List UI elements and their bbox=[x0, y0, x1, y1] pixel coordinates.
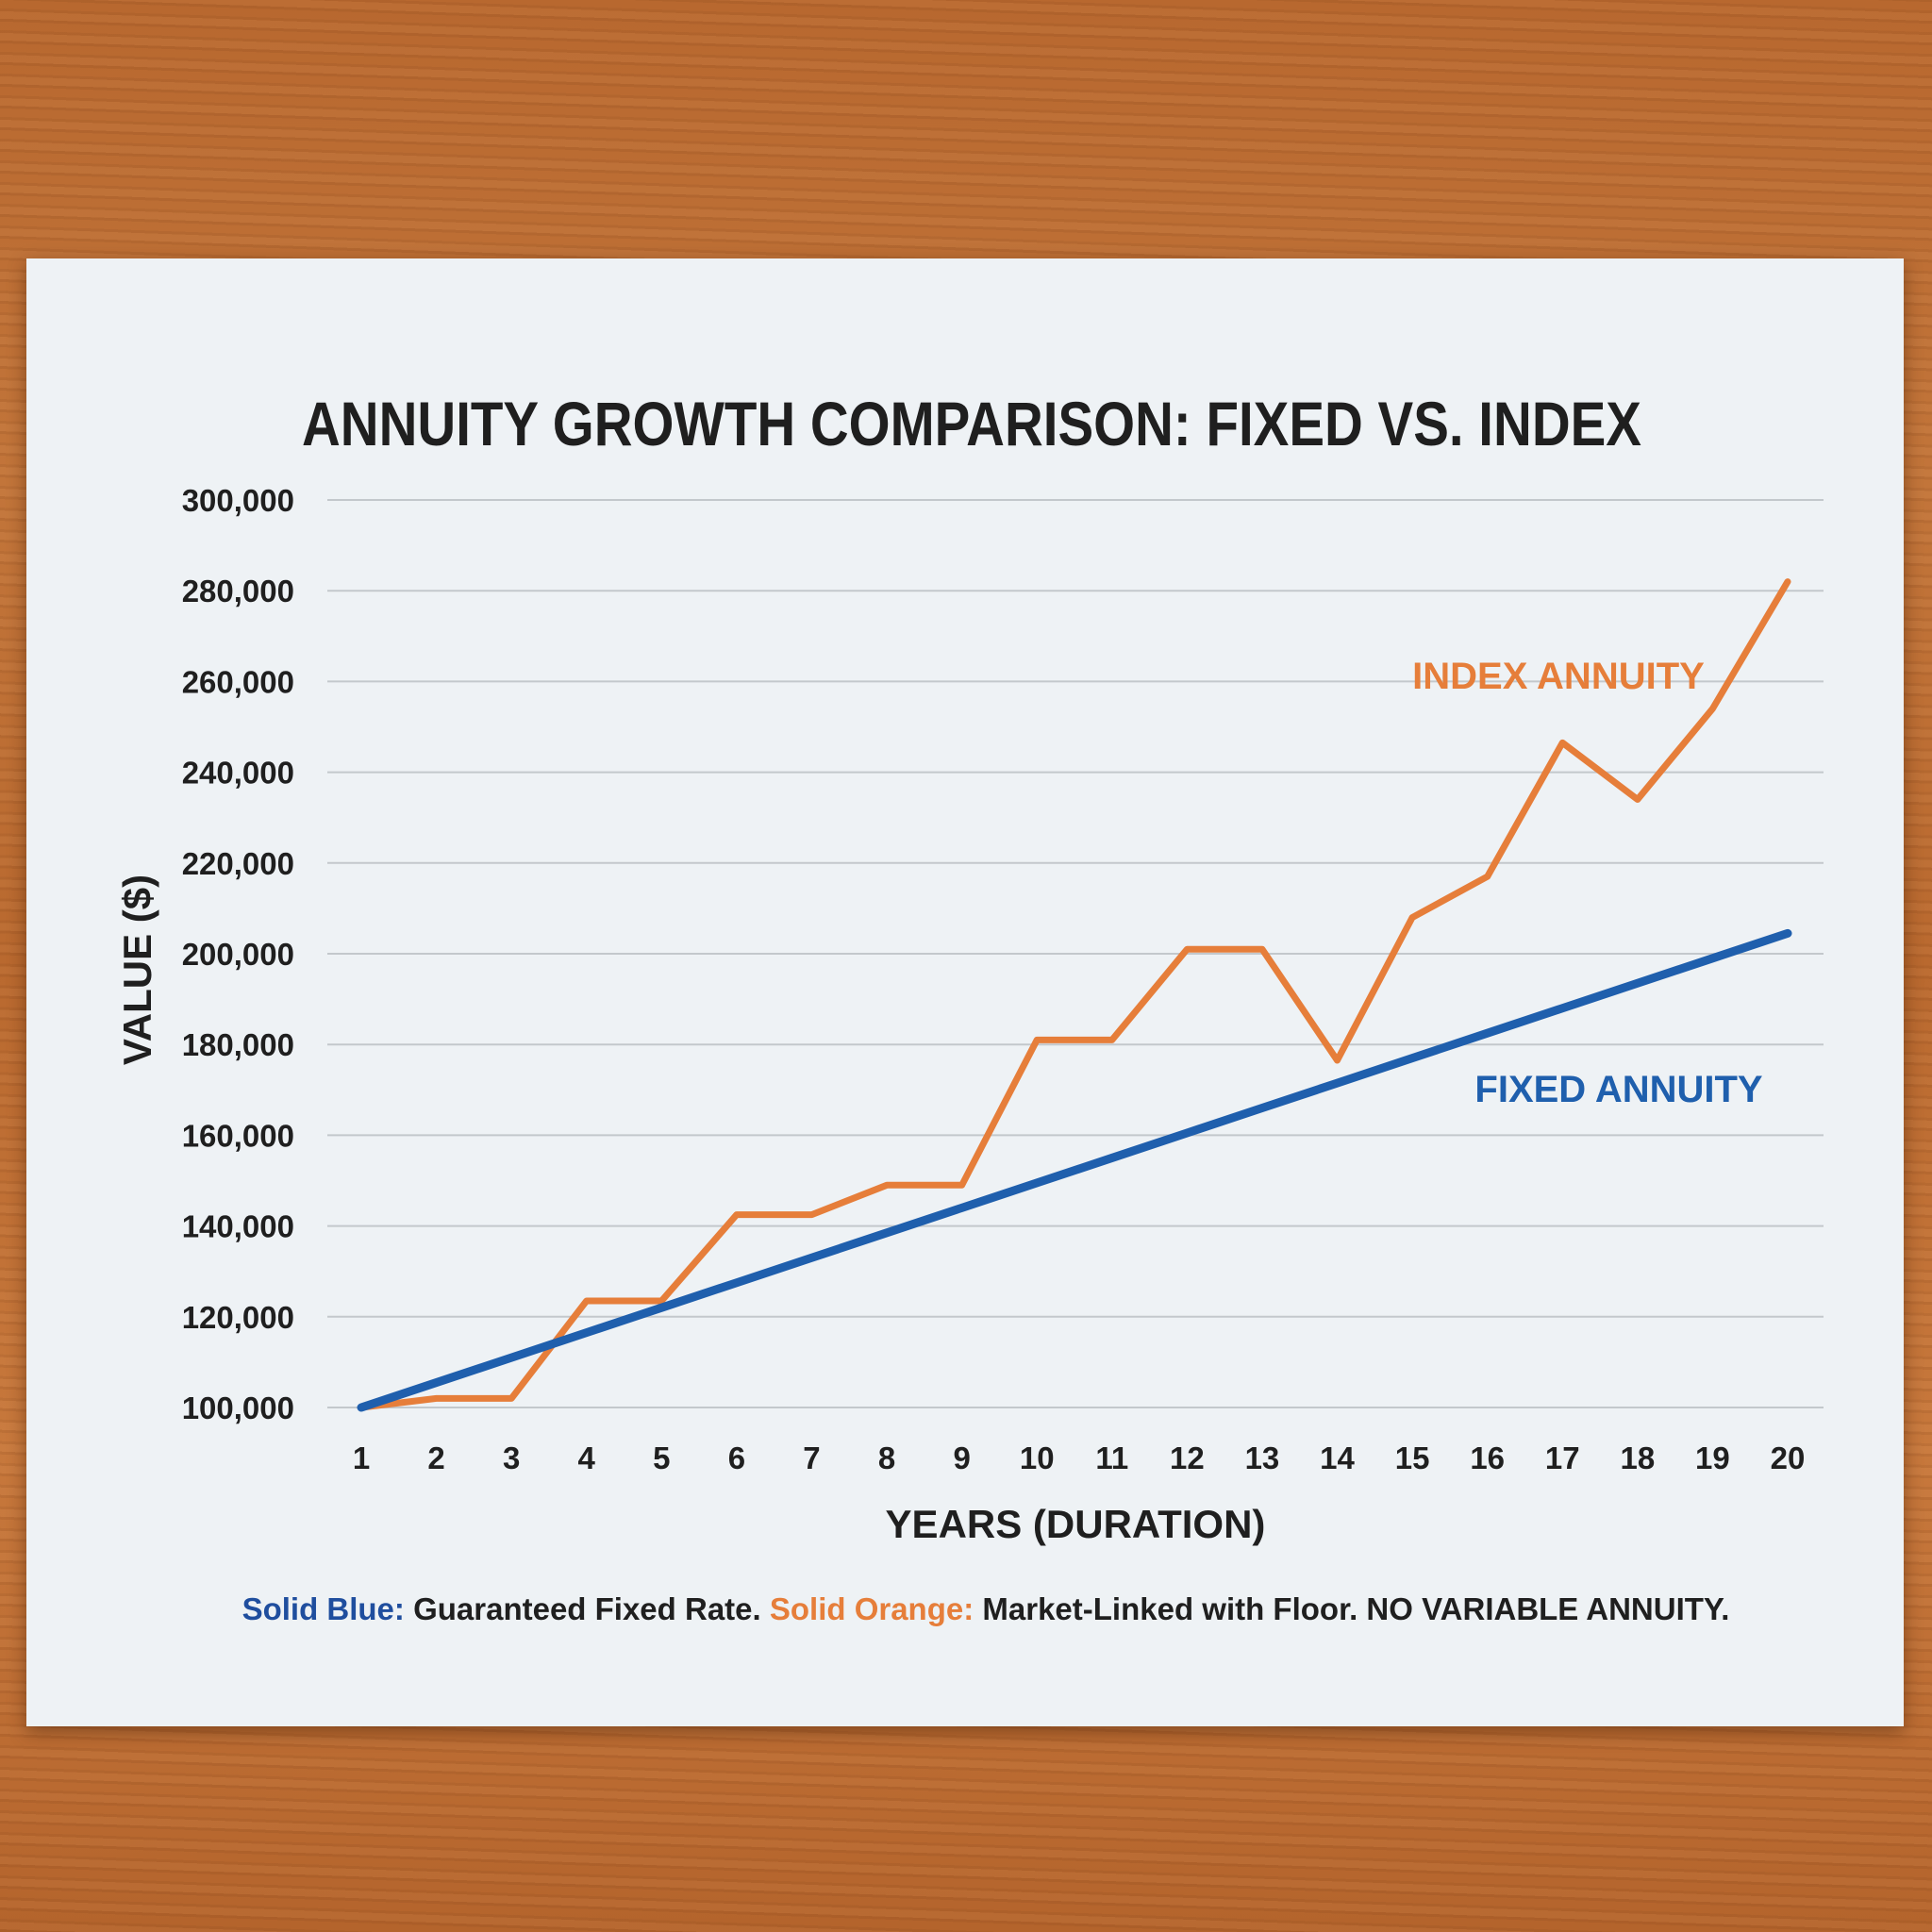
y-tick-label: 300,000 bbox=[182, 483, 294, 518]
caption-blue-key: Solid Blue: bbox=[242, 1591, 405, 1626]
y-tick-label: 140,000 bbox=[182, 1209, 294, 1244]
x-tick-label: 20 bbox=[1771, 1441, 1806, 1475]
y-tick-label: 200,000 bbox=[182, 937, 294, 972]
x-tick-label: 18 bbox=[1620, 1441, 1655, 1475]
x-tick-label: 3 bbox=[503, 1441, 520, 1475]
x-tick-label: 4 bbox=[578, 1441, 596, 1475]
series-lines bbox=[357, 578, 1792, 1412]
x-tick-label: 12 bbox=[1170, 1441, 1205, 1475]
x-tick-label: 10 bbox=[1020, 1441, 1055, 1475]
x-tick-label: 13 bbox=[1245, 1441, 1280, 1475]
y-tick-label: 240,000 bbox=[182, 756, 294, 791]
chart-caption: Solid Blue: Guaranteed Fixed Rate. Solid… bbox=[242, 1591, 1730, 1626]
x-tick-label: 9 bbox=[953, 1441, 970, 1475]
caption-blue-text: Guaranteed Fixed Rate. bbox=[405, 1591, 770, 1626]
y-tick-label: 120,000 bbox=[182, 1300, 294, 1335]
x-tick-label: 1 bbox=[353, 1441, 370, 1475]
series-line-index-annuity bbox=[358, 578, 1791, 1411]
x-tick-label: 6 bbox=[728, 1441, 745, 1475]
x-tick-label: 11 bbox=[1095, 1441, 1128, 1475]
x-tick-label: 15 bbox=[1395, 1441, 1430, 1475]
y-tick-label: 160,000 bbox=[182, 1118, 294, 1153]
y-tick-label: 180,000 bbox=[182, 1027, 294, 1062]
y-tick-label: 260,000 bbox=[182, 664, 294, 699]
caption-orange-text: Market-Linked with Floor. NO VARIABLE AN… bbox=[974, 1591, 1729, 1626]
series-line-fixed-annuity bbox=[357, 928, 1792, 1412]
x-tick-label: 14 bbox=[1320, 1441, 1355, 1475]
x-tick-label: 2 bbox=[427, 1441, 444, 1475]
y-axis-label: VALUE ($) bbox=[115, 874, 159, 1065]
gridlines bbox=[327, 499, 1824, 1408]
y-tick-label: 220,000 bbox=[182, 846, 294, 881]
x-axis-ticks: 1 2 3 4 5 6 7 8 9 10 11 12 13 14 15 16 17 18 19 20 bbox=[353, 1441, 1806, 1475]
x-tick-label: 17 bbox=[1545, 1441, 1580, 1475]
caption-orange-key: Solid Orange: bbox=[770, 1591, 974, 1626]
x-tick-label: 7 bbox=[803, 1441, 820, 1475]
x-tick-label: 16 bbox=[1470, 1441, 1505, 1475]
paper-sheet bbox=[26, 258, 1904, 1726]
x-tick-label: 8 bbox=[878, 1441, 895, 1475]
x-tick-label: 5 bbox=[653, 1441, 670, 1475]
series-label-fixed-annuity: FIXED ANNUITY bbox=[1474, 1069, 1763, 1110]
series-label-index-annuity: INDEX ANNUITY bbox=[1412, 656, 1705, 697]
y-tick-label: 280,000 bbox=[182, 574, 294, 608]
y-axis-ticks: 100,000 120,000 140,000 160,000 180,000 200,0… bbox=[182, 483, 294, 1425]
y-tick-label: 100,000 bbox=[182, 1391, 294, 1425]
chart-title: ANNUITY GROWTH COMPARISON: FIXED VS. IND… bbox=[302, 389, 1641, 458]
x-tick-label: 19 bbox=[1695, 1441, 1730, 1475]
x-axis-label: YEARS (DURATION) bbox=[886, 1502, 1266, 1546]
